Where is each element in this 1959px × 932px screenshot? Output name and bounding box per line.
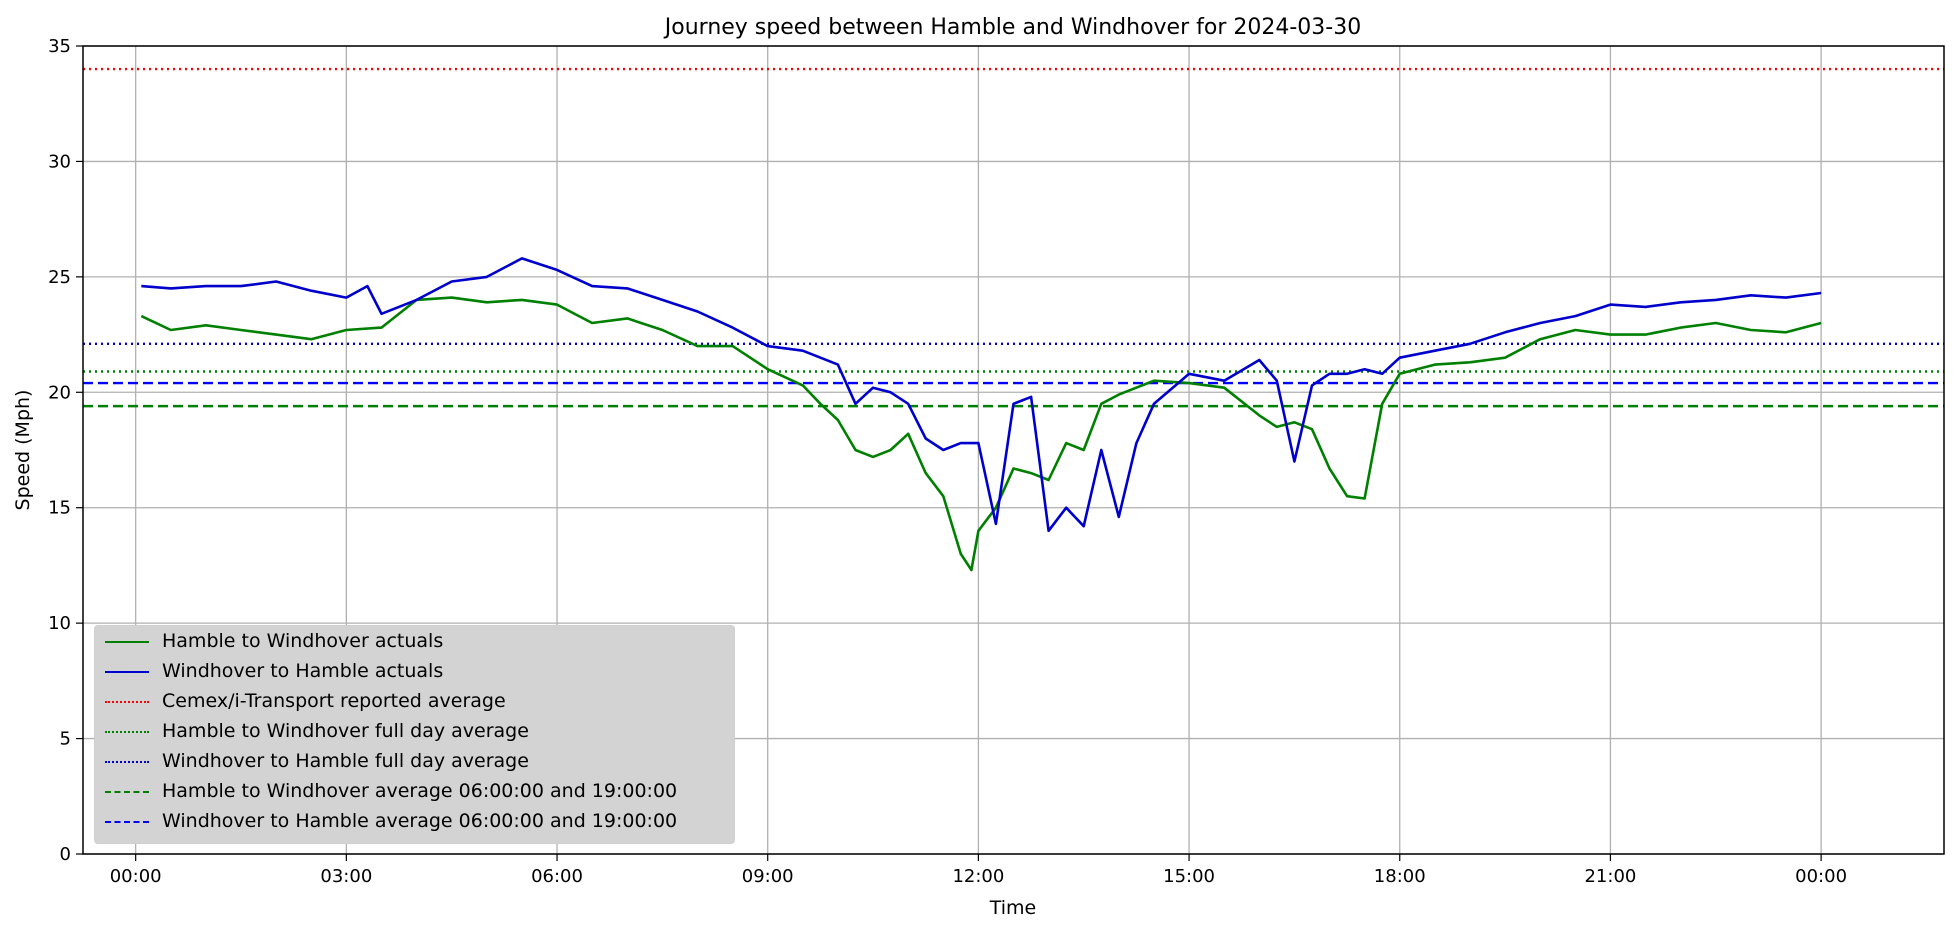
x-tick-label: 18:00 xyxy=(1374,866,1426,887)
x-axis-label: Time xyxy=(989,897,1037,919)
x-axis-ticks: 00:00 03:00 06:00 09:00 12:00 15:00 18:00 21:00… xyxy=(110,854,1847,887)
x-tick-label: 09:00 xyxy=(742,866,794,887)
x-tick-label: 00:00 xyxy=(110,866,162,887)
plot-frame xyxy=(82,45,1945,855)
y-tick-label: 20 xyxy=(48,382,71,403)
legend-swatch xyxy=(105,671,149,673)
y-tick-label: 5 xyxy=(60,729,71,750)
legend-item-hamble-to-windhover-full-day-average: Hamble to Windhover full day average xyxy=(95,717,734,747)
legend-swatch xyxy=(105,791,149,793)
legend-label: Windhover to Hamble actuals xyxy=(162,660,444,682)
series-line xyxy=(141,257,1822,533)
y-tick-label: 25 xyxy=(48,267,71,288)
x-tick-label: 21:00 xyxy=(1584,866,1636,887)
chart-title: Journey speed between Hamble and Windhov… xyxy=(663,15,1361,40)
y-tick-label: 15 xyxy=(48,498,71,519)
legend-swatch xyxy=(105,641,149,643)
legend-label: Hamble to Windhover average 06:00:00 and… xyxy=(162,780,678,802)
legend-item-windhover-to-hamble-daytime-average: Windhover to Hamble average 06:00:00 and… xyxy=(95,807,734,837)
y-axis-label: Speed (Mph) xyxy=(12,390,34,511)
data-series xyxy=(140,257,1822,572)
legend-swatch xyxy=(105,761,149,763)
legend-swatch xyxy=(105,731,149,733)
legend-swatch xyxy=(105,821,149,823)
legend-item-hamble-to-windhover-actuals: Hamble to Windhover actuals xyxy=(95,627,734,657)
legend-item-windhover-to-hamble-actuals: Windhover to Hamble actuals xyxy=(95,657,734,687)
legend-label: Hamble to Windhover full day average xyxy=(162,720,529,742)
x-tick-label: 03:00 xyxy=(320,866,372,887)
y-tick-label: 0 xyxy=(60,844,71,865)
x-tick-label: 15:00 xyxy=(1163,866,1215,887)
legend-item-reported-average: Cemex/i-Transport reported average xyxy=(95,687,734,717)
x-tick-label: 12:00 xyxy=(952,866,1004,887)
legend: Hamble to Windhover actuals Windhover to… xyxy=(94,625,735,844)
legend-label: Windhover to Hamble full day average xyxy=(162,750,529,772)
reference-lines xyxy=(83,67,1944,408)
y-tick-label: 30 xyxy=(48,151,71,172)
legend-label: Windhover to Hamble average 06:00:00 and… xyxy=(162,810,678,832)
y-tick-label: 10 xyxy=(48,613,71,634)
legend-swatch xyxy=(105,701,149,703)
x-tick-label: 06:00 xyxy=(531,866,583,887)
legend-label: Hamble to Windhover actuals xyxy=(162,630,444,652)
y-axis-ticks: 0 5 10 15 20 25 30 35 xyxy=(48,36,83,865)
legend-label: Cemex/i-Transport reported average xyxy=(162,690,506,712)
legend-item-hamble-to-windhover-daytime-average: Hamble to Windhover average 06:00:00 and… xyxy=(95,777,734,807)
x-tick-label: 00:00 xyxy=(1795,866,1847,887)
series-line xyxy=(140,296,1822,572)
legend-item-windhover-to-hamble-full-day-average: Windhover to Hamble full day average xyxy=(95,747,734,777)
y-tick-label: 35 xyxy=(48,36,71,57)
